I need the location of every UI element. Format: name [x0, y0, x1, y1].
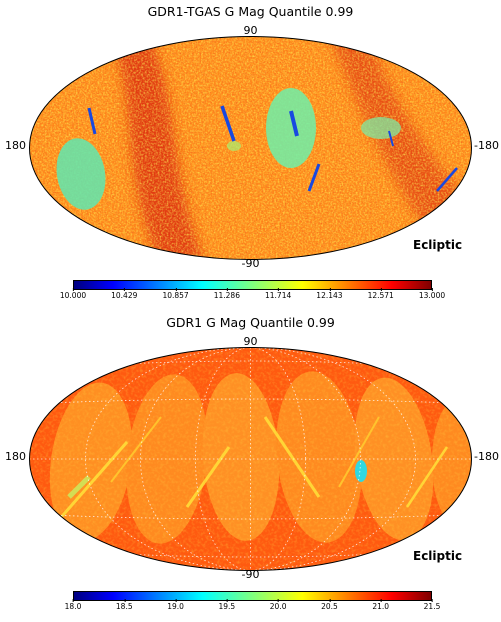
colorbar-tick: 10.429 [111, 288, 138, 300]
bright-region [56, 138, 106, 210]
lat-label-north: 90 [243, 335, 258, 348]
colorbar-tick: 10.000 [59, 288, 87, 300]
bright-region [361, 117, 401, 139]
colorbar-tick: 18.5 [115, 599, 133, 611]
colorbar-ticks: 10.000 10.429 10.857 11.286 11.714 12.14… [60, 288, 445, 305]
colorbar-tick: 11.714 [265, 288, 292, 300]
map-noise-red [29, 36, 472, 260]
colorbar-tick: 20.5 [321, 599, 338, 611]
scan-stripe [338, 416, 380, 488]
sky-map [29, 36, 472, 260]
colorbar-tick: 21.5 [423, 599, 441, 611]
lat-label-north: 90 [243, 24, 258, 37]
coordinate-frame-label: Ecliptic [413, 549, 463, 563]
lon-label-right: -180 [474, 139, 499, 152]
map-title: GDR1-TGAS G Mag Quantile 0.99 [147, 4, 354, 19]
lon-label-left: 180 [5, 450, 26, 463]
colorbar [73, 280, 432, 290]
colorbar-gradient [74, 592, 431, 600]
lat-label-south: -90 [241, 257, 260, 270]
scan-stripe [185, 446, 231, 508]
blue-streak [307, 163, 321, 192]
colorbar [73, 591, 432, 601]
scan-stripe [55, 441, 129, 523]
colorbar-tick: 10.857 [162, 288, 189, 300]
colorbar-tick: 20.0 [269, 599, 287, 611]
lon-label-right: -180 [474, 450, 499, 463]
colorbar-tick: 21.0 [372, 599, 390, 611]
blue-streak [289, 110, 299, 137]
map-panel-gdr1: GDR1 G Mag Quantile 0.99 90 180 -180 -90… [0, 311, 501, 622]
colorbar-tick: 13.000 [418, 288, 446, 300]
scan-stripe [110, 416, 162, 483]
colorbar-tick: 19.5 [218, 599, 236, 611]
map-outline [29, 347, 472, 571]
coordinate-frame-label: Ecliptic [413, 238, 463, 252]
blue-streak [388, 130, 394, 147]
colorbar-tick: 11.286 [213, 288, 240, 300]
colorbar-ticks: 18.0 18.5 19.0 19.5 20.0 20.5 21.0 21.5 [65, 599, 440, 616]
map-outline [29, 36, 472, 260]
colorbar-tick: 12.571 [367, 288, 394, 300]
blue-streak [87, 107, 97, 135]
colorbar-tick: 19.0 [167, 599, 184, 611]
bright-region [355, 460, 367, 482]
lon-label-left: 180 [5, 139, 26, 152]
map-panel-tgas: GDR1-TGAS G Mag Quantile 0.99 90 180 -18… [5, 4, 499, 305]
lat-label-south: -90 [241, 568, 260, 581]
scan-stripe [67, 475, 91, 499]
blue-streak [220, 105, 236, 142]
bright-region [266, 88, 316, 168]
scan-stripe [405, 446, 449, 508]
colorbar-tick: 18.0 [64, 599, 82, 611]
graticule [29, 347, 472, 571]
sky-map [29, 347, 472, 571]
colorbar-gradient [74, 281, 431, 289]
blue-streak [436, 167, 458, 192]
map-title: GDR1 G Mag Quantile 0.99 [166, 315, 335, 330]
colorbar-tick: 12.143 [316, 288, 343, 300]
bright-region [227, 141, 241, 151]
scan-stripe [263, 416, 321, 498]
